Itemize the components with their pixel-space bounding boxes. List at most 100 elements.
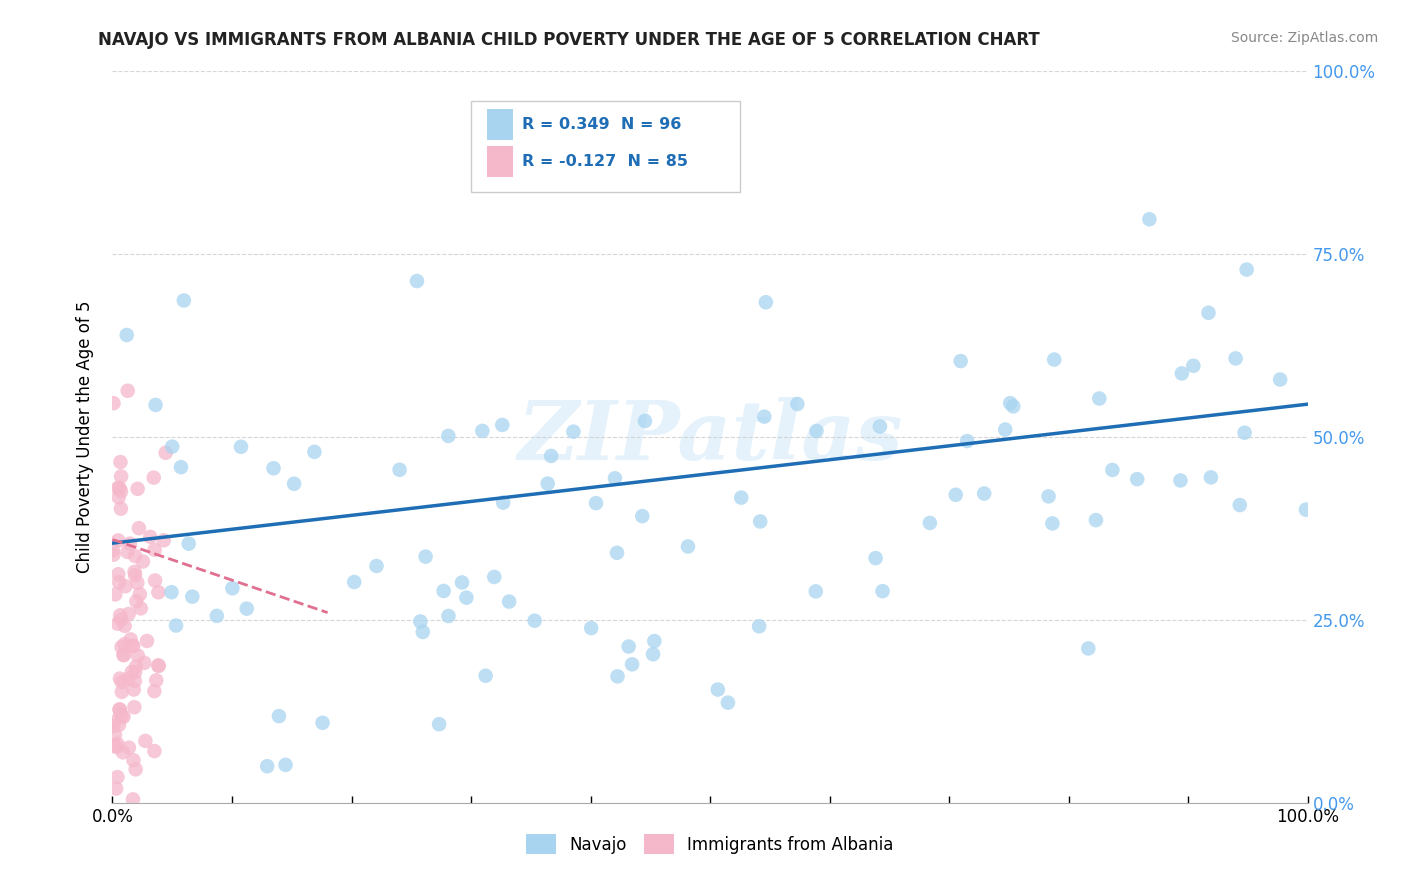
Point <box>145 398 167 412</box>
Point <box>103 719 125 733</box>
Point <box>748 619 770 633</box>
Point <box>256 759 278 773</box>
Point <box>145 673 167 688</box>
Point <box>114 619 136 633</box>
Point <box>139 530 162 544</box>
Point <box>128 587 150 601</box>
Point <box>134 734 156 748</box>
Point <box>117 384 139 398</box>
Point <box>104 728 127 742</box>
Point <box>412 624 434 639</box>
Point <box>433 583 456 598</box>
Point <box>143 542 166 557</box>
Point <box>112 648 135 662</box>
Point <box>471 424 494 438</box>
Point <box>1137 212 1160 227</box>
Point <box>136 634 159 648</box>
Point <box>110 501 132 516</box>
Point <box>451 575 474 590</box>
Point <box>124 762 146 776</box>
Point <box>121 665 143 679</box>
Point <box>366 559 388 574</box>
Point <box>456 591 478 605</box>
Point <box>107 491 129 505</box>
Point <box>104 739 127 753</box>
Point <box>124 700 146 714</box>
Point <box>229 440 252 454</box>
Point <box>1295 502 1317 516</box>
Point <box>108 703 131 717</box>
Point <box>127 482 149 496</box>
Point <box>110 484 132 499</box>
Point <box>122 682 145 697</box>
Text: Source: ZipAtlas.com: Source: ZipAtlas.com <box>1230 31 1378 45</box>
Point <box>114 637 136 651</box>
Point <box>108 672 131 686</box>
Point <box>124 568 146 582</box>
Point <box>103 715 125 730</box>
Point <box>181 590 204 604</box>
Point <box>122 753 145 767</box>
FancyBboxPatch shape <box>486 146 513 177</box>
Point <box>562 425 585 439</box>
Point <box>304 445 326 459</box>
Point <box>112 710 135 724</box>
Point <box>108 575 131 590</box>
Point <box>579 621 602 635</box>
Point <box>110 640 132 654</box>
Point <box>107 616 129 631</box>
Point <box>492 495 515 509</box>
Point <box>1182 359 1205 373</box>
Point <box>107 567 129 582</box>
Point <box>865 551 887 566</box>
Point <box>491 417 513 432</box>
Point <box>101 543 124 558</box>
Point <box>263 461 285 475</box>
Point <box>749 515 772 529</box>
Point <box>388 463 411 477</box>
Point <box>869 419 891 434</box>
Point <box>112 648 135 662</box>
Point <box>585 496 607 510</box>
Point <box>129 601 152 615</box>
Point <box>631 509 654 524</box>
Point <box>786 397 808 411</box>
Text: ZIPatlas: ZIPatlas <box>517 397 903 477</box>
Point <box>1101 463 1123 477</box>
Point <box>730 491 752 505</box>
Point <box>606 669 628 683</box>
Point <box>806 424 828 438</box>
Point <box>148 658 170 673</box>
Point <box>918 516 941 530</box>
Point <box>111 745 134 759</box>
Point <box>717 696 740 710</box>
Point <box>177 536 200 550</box>
Point <box>235 601 257 615</box>
Point <box>754 409 776 424</box>
Point <box>1236 262 1258 277</box>
Point <box>343 574 366 589</box>
Point <box>994 423 1017 437</box>
Point <box>1199 470 1222 484</box>
Point <box>152 533 174 548</box>
Point <box>537 476 560 491</box>
Point <box>105 781 128 796</box>
Point <box>641 647 664 661</box>
Point <box>104 587 127 601</box>
Point <box>415 549 437 564</box>
Point <box>143 744 166 758</box>
Point <box>125 594 148 608</box>
Point <box>1002 400 1025 414</box>
Point <box>1084 513 1107 527</box>
Point <box>114 579 136 593</box>
Point <box>108 718 131 732</box>
Point <box>1198 306 1220 320</box>
Point <box>617 640 640 654</box>
Point <box>1088 392 1111 406</box>
Point <box>110 455 132 469</box>
Point <box>1077 641 1099 656</box>
Point <box>110 706 132 721</box>
Point <box>121 639 143 653</box>
Point <box>124 673 146 688</box>
Point <box>676 540 699 554</box>
